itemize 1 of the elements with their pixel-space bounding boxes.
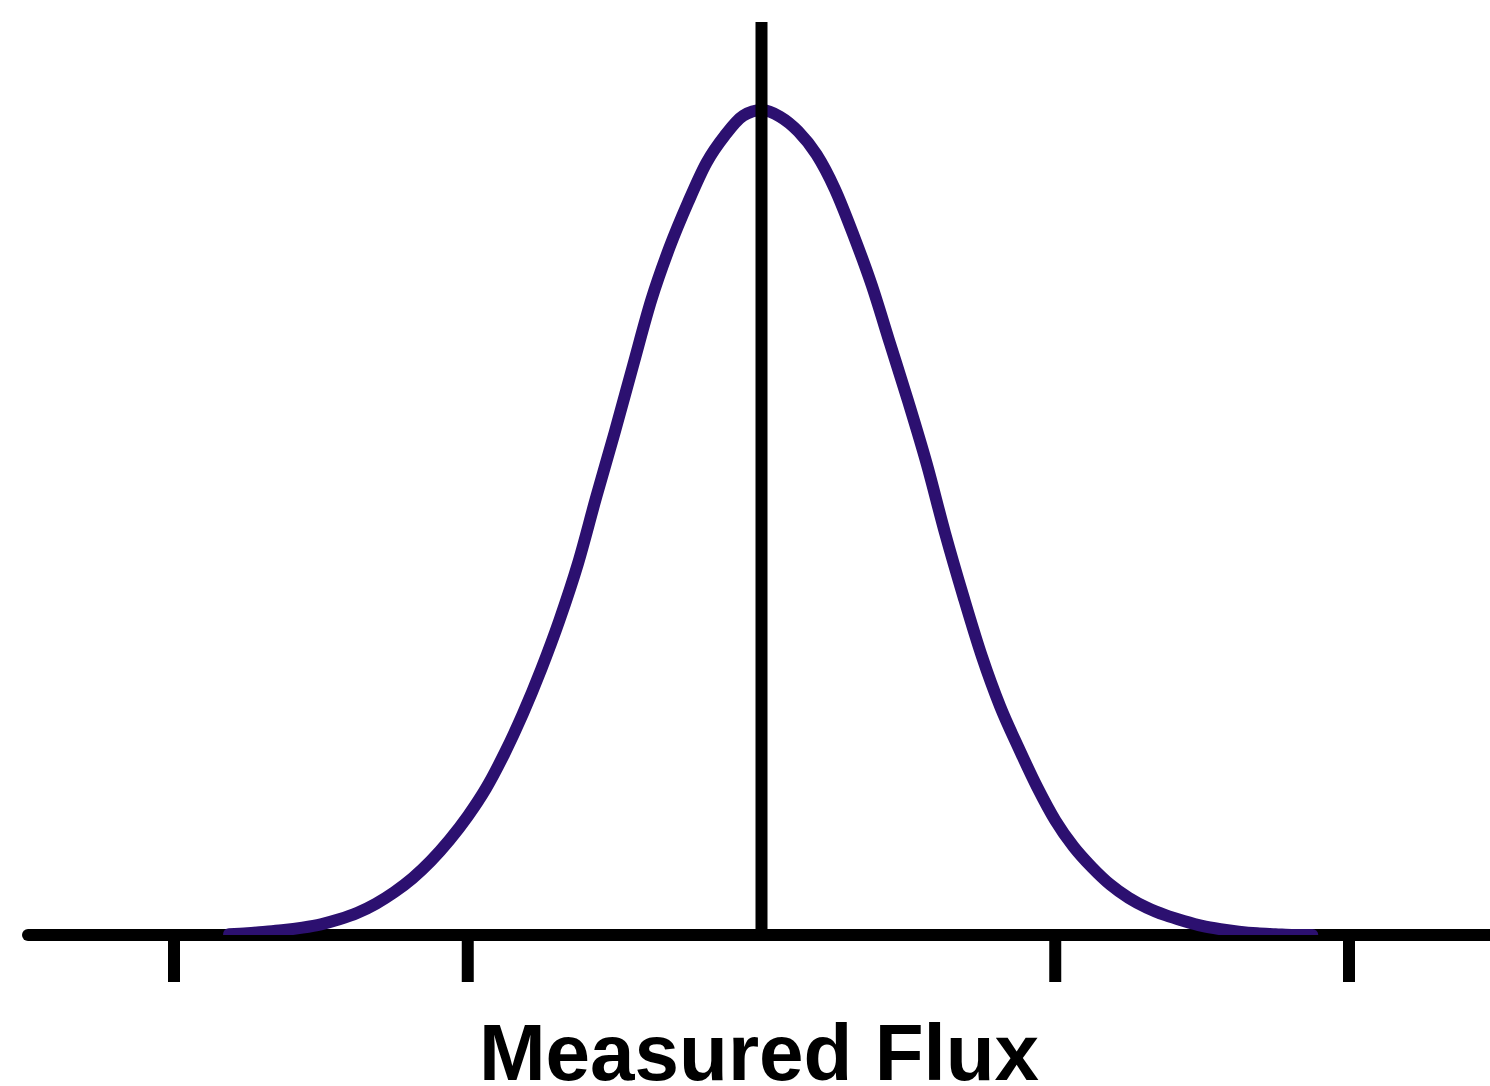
- x-axis-title: Measured Flux: [478, 1008, 1040, 1086]
